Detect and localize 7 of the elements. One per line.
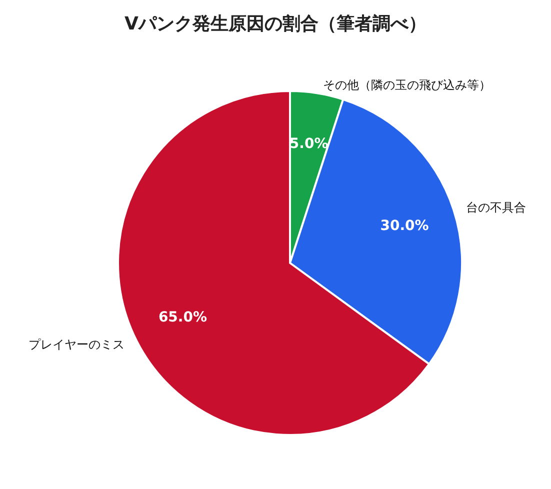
chart-title: Vパンク発生原因の割合（筆者調べ） xyxy=(124,14,426,34)
data-label: 65.0% xyxy=(158,310,208,326)
data-label: 30.0% xyxy=(380,218,429,234)
slice-label: その他（隣の玉の飛び込み等） xyxy=(323,78,492,92)
slice-label: 台の不具合 xyxy=(466,200,526,214)
slice-label: プレイヤーのミス xyxy=(28,338,125,352)
data-label: 5.0% xyxy=(289,136,328,152)
